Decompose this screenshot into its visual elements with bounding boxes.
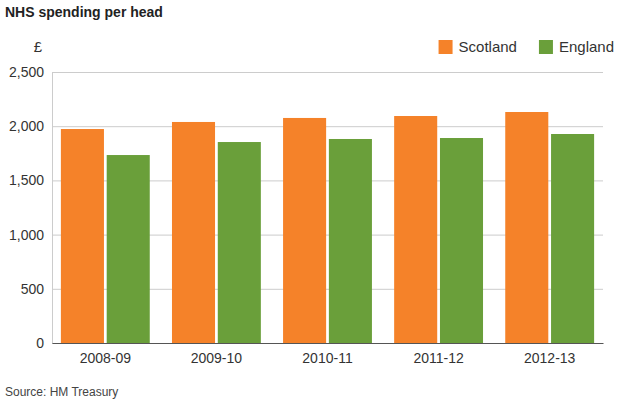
legend-label: England <box>559 38 614 55</box>
y-axis-title: £ <box>34 38 43 55</box>
y-tick-label: 1,500 <box>9 172 44 188</box>
y-tick-label: 2,500 <box>9 64 44 80</box>
x-axis: 2008-09 2009-10 2010-11 2011-12 2012-13 <box>53 343 604 366</box>
legend-swatch <box>439 40 453 54</box>
source: Source: HM Treasury <box>5 385 118 399</box>
y-tick: 2,500 <box>9 64 603 80</box>
y-tick-label: 500 <box>21 281 45 297</box>
bar <box>218 142 261 343</box>
legend-label: Scotland <box>459 38 517 55</box>
legend-swatch <box>539 40 553 54</box>
grid-line <box>52 72 603 73</box>
bar <box>61 129 104 343</box>
y-tick-label: 2,000 <box>9 118 44 134</box>
y-tick-label: 1,000 <box>9 227 44 243</box>
bar <box>394 116 437 343</box>
x-tick: 2010-11 <box>302 343 353 366</box>
chart: NHS spending per head £ Source: HM Treasur… <box>0 0 624 400</box>
x-axis-line <box>53 343 604 344</box>
x-tick: 2012-13 <box>524 343 576 366</box>
bar <box>551 134 594 343</box>
grid-line <box>52 343 603 344</box>
x-tick: 2011-12 <box>413 343 464 366</box>
x-tick-label: 2012-13 <box>524 350 576 366</box>
title: NHS spending per head <box>5 4 163 20</box>
x-tick: 2008-09 <box>80 343 132 366</box>
y-tick-label: 0 <box>36 335 44 351</box>
x-tick-label: 2010-11 <box>302 350 353 366</box>
y-axis-line <box>53 73 604 344</box>
x-tick: 2009-10 <box>191 343 243 366</box>
bar <box>172 122 215 343</box>
bar <box>440 138 483 343</box>
bars <box>61 112 594 343</box>
x-tick-label: 2011-12 <box>413 350 464 366</box>
bar <box>329 139 372 343</box>
bar <box>107 155 150 343</box>
x-tick-label: 2009-10 <box>191 350 243 366</box>
bar <box>283 118 326 343</box>
y-axis: 0 500 1,000 1,500 2,000 2,500 <box>9 64 603 351</box>
legend: England Scotland <box>439 38 614 55</box>
x-tick-label: 2008-09 <box>80 350 132 366</box>
bar <box>505 112 548 343</box>
